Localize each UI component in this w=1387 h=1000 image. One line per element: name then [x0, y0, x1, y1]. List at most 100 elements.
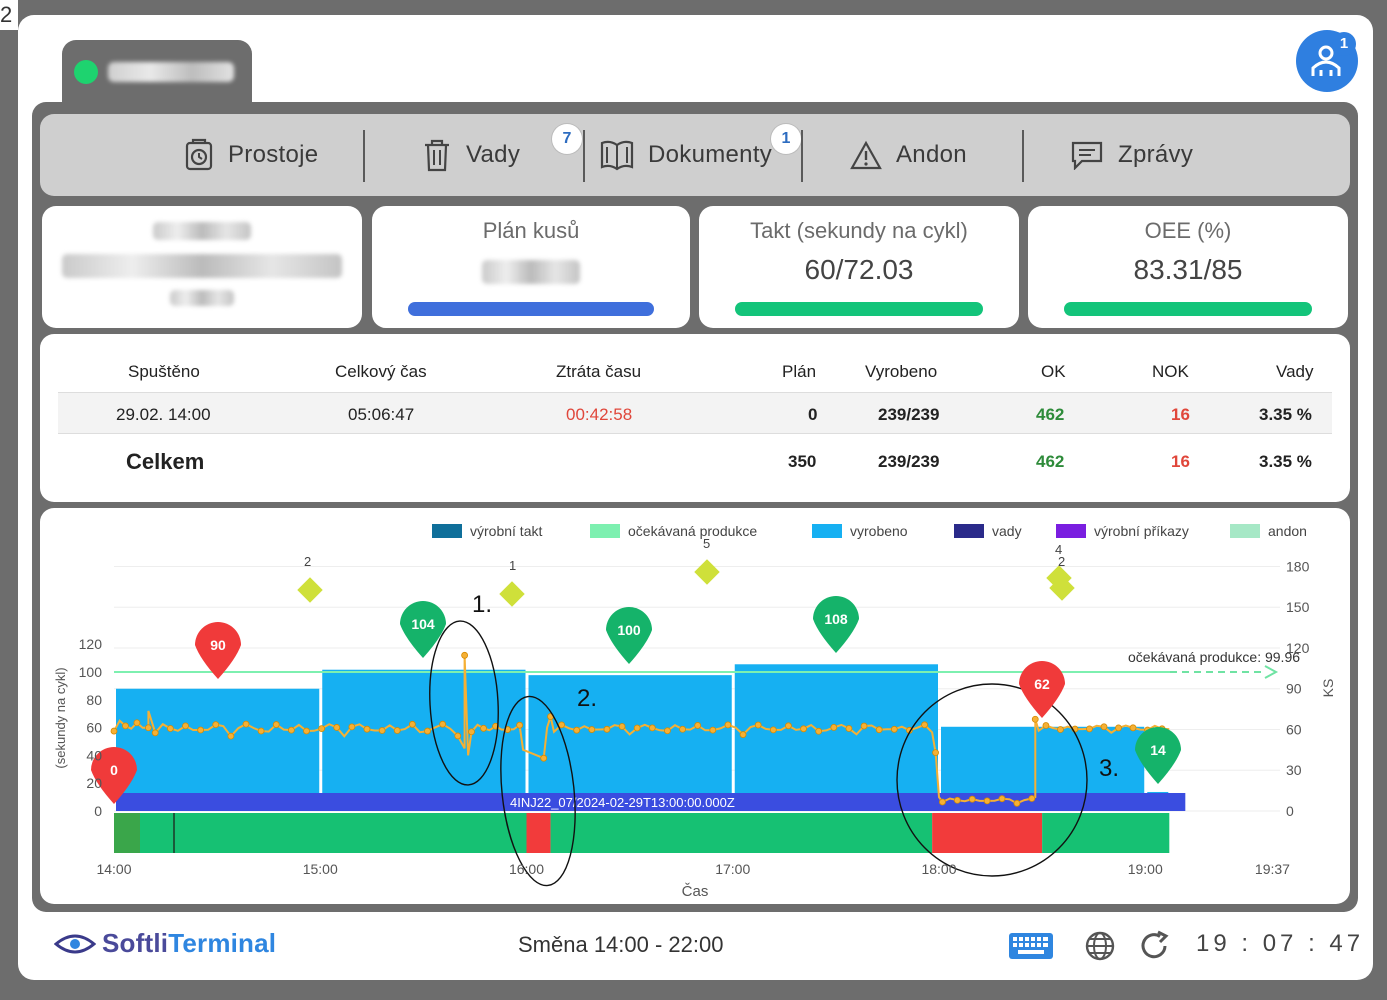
takt-point — [588, 726, 596, 733]
event-diamond-label: 2 — [304, 554, 311, 569]
andon-segment — [114, 813, 527, 853]
takt-point — [393, 727, 401, 734]
legend-swatch — [590, 524, 620, 538]
takt-point — [166, 725, 174, 732]
takt-point — [1115, 724, 1122, 732]
production-chart-panel: 4INJ22_07/2024-02-29T13:00:00.000Z očekáv… — [40, 508, 1382, 904]
logo-text-softli: Softli — [102, 928, 169, 958]
event-diamond-label: 4 — [1055, 542, 1062, 557]
book-icon — [600, 140, 634, 171]
annotation-label: 2. — [577, 685, 597, 712]
takt-value: 60/72.03 — [804, 254, 914, 285]
andon-label: Andon — [896, 141, 967, 168]
toolbar-divider — [363, 130, 365, 182]
annotation-label: 3. — [1099, 755, 1119, 782]
cell-ztrata-casu: 00:42:58 — [566, 405, 633, 424]
takt-point — [633, 724, 641, 732]
takt-point — [939, 798, 946, 806]
takt-point — [144, 724, 152, 732]
toolbar-divider — [801, 130, 803, 182]
takt-point — [363, 725, 371, 733]
col-nok: NOK — [1152, 362, 1189, 381]
logo-text-terminal: Terminal — [168, 928, 277, 958]
shift-label: Směna 14:00 - 22:00 — [518, 932, 724, 957]
takt-card: Takt (sekundy na cykl) 60/72.03 — [699, 206, 1019, 328]
takt-point — [408, 720, 416, 728]
col-spusteno: Spuštěno — [128, 362, 200, 381]
dokumenty-button[interactable]: Dokumenty — [600, 114, 772, 196]
col-vyrobeno: Vyrobeno — [865, 362, 938, 381]
x-tick-label: 16:00 — [509, 861, 544, 877]
takt-point — [573, 726, 581, 734]
takt-point — [348, 723, 356, 731]
prostoje-button[interactable]: Prostoje — [184, 114, 318, 196]
legend-swatch — [1230, 524, 1260, 538]
order-card — [42, 206, 362, 328]
x-tick-label: 18:00 — [921, 861, 956, 877]
marker-pin-label: 90 — [210, 637, 226, 653]
takt-point — [468, 728, 475, 736]
corner-marker: 2 — [0, 0, 18, 30]
y-tick-label: 120 — [79, 636, 103, 652]
annotation-circle — [896, 683, 1088, 877]
redacted-plan-value — [482, 260, 580, 284]
oee-value: 83.31/85 — [1133, 254, 1243, 285]
takt-point — [1031, 715, 1039, 723]
y-tick-label: 60 — [86, 720, 102, 736]
dokumenty-label: Dokumenty — [648, 141, 773, 168]
toolbar-divider — [583, 130, 585, 182]
globe-icon[interactable] — [1084, 930, 1116, 962]
oee-card: OEE (%) 83.31/85 — [1028, 206, 1348, 328]
zpravy-label: Zprávy — [1118, 141, 1194, 168]
vady-button[interactable]: Vady — [422, 114, 520, 196]
takt-point — [122, 722, 129, 730]
cell-vyrobeno: 239/239 — [878, 405, 940, 424]
marker-pin — [813, 596, 859, 653]
marker-pin — [606, 607, 652, 664]
andon-button[interactable]: Andon — [850, 114, 967, 196]
keyboard-icon[interactable] — [1008, 932, 1054, 960]
takt-point — [257, 727, 265, 735]
logo-text: SoftliTerminal — [102, 928, 276, 959]
zpravy-button[interactable]: Zprávy — [1070, 114, 1193, 196]
y-tick-label: 20 — [86, 775, 102, 791]
softli-logo: SoftliTerminal — [54, 928, 276, 959]
takt-point — [272, 721, 280, 728]
table-row — [58, 392, 1332, 434]
cell-spusteno: 29.02. 14:00 — [116, 405, 211, 424]
hour-bar — [734, 664, 938, 811]
workstation-tab[interactable] — [62, 40, 252, 110]
x-tick-label: 15:00 — [303, 861, 338, 877]
takt-point — [754, 721, 762, 729]
x-tick-label: 19:37 — [1255, 861, 1290, 877]
andon-segment — [114, 813, 140, 853]
downtime-icon — [185, 138, 213, 171]
cell-celkovy-cas: 05:06:47 — [348, 405, 415, 424]
total-vady: 3.35 % — [1259, 452, 1312, 471]
eye-icon — [54, 934, 96, 953]
production-order-label: 4INJ22_07/2024-02-29T13:00:00.000Z — [510, 795, 735, 810]
takt-point — [1028, 795, 1036, 802]
takt-point — [860, 722, 868, 730]
andon-segment — [526, 813, 551, 853]
y-tick-label: 100 — [79, 664, 103, 680]
y2-tick-label: 150 — [1286, 599, 1310, 615]
takt-point — [932, 749, 939, 757]
total-ok: 462 — [1036, 452, 1065, 471]
takt-point — [303, 727, 310, 735]
oee-progress-bar — [1064, 302, 1312, 316]
refresh-icon[interactable] — [1138, 930, 1172, 962]
takt-point — [480, 724, 487, 732]
plan-title: Plán kusů — [482, 218, 580, 243]
redacted-text — [170, 290, 234, 306]
takt-point — [1042, 722, 1050, 729]
user-avatar[interactable]: 1 — [1296, 30, 1358, 92]
takt-point — [845, 725, 853, 732]
takt-point — [921, 721, 928, 729]
legend-label: andon — [1268, 523, 1307, 539]
production-order-bar — [116, 793, 1186, 811]
event-diamond-label: 2 — [1058, 554, 1065, 569]
takt-point — [182, 722, 189, 730]
summary-table: Spuštěno Celkový čas Ztráta času Plán Vy… — [40, 334, 1350, 502]
takt-point — [890, 725, 898, 733]
